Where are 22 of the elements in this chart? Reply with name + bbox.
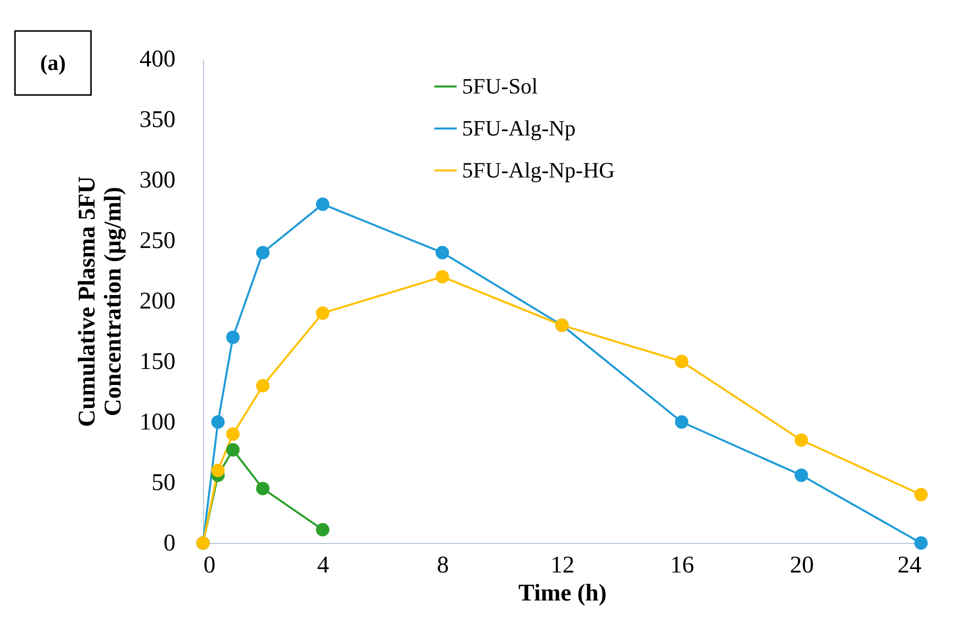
y-tick-label: 300 <box>140 168 176 194</box>
x-tick-label: 12 <box>550 552 574 578</box>
y-tick-label: 150 <box>140 349 176 375</box>
y-tick-label: 50 <box>152 470 176 496</box>
y-tick-label: 350 <box>140 107 176 133</box>
legend-label: 5FU-Alg-Np-HG <box>462 158 615 182</box>
text: (a) <box>40 50 66 75</box>
y-tick-label: 400 <box>140 46 176 72</box>
x-tick-label: 4 <box>317 552 330 578</box>
y-tick-label: 0 <box>164 530 176 556</box>
legend-label: 5FU-Sol <box>462 74 538 98</box>
x-axis-title: Time (h) <box>518 580 607 606</box>
y-axis-title: Cumulative Plasma 5FU Concentration (µg/ml) <box>74 176 126 427</box>
x-tick-label: 24 <box>898 552 922 578</box>
x-tick-label: 20 <box>790 552 814 578</box>
legend-label: 5FU-Alg-Np <box>462 116 576 140</box>
y-tick-label: 250 <box>140 228 176 254</box>
x-tick-label: 16 <box>670 552 694 578</box>
y-tick-label: 200 <box>140 288 176 314</box>
y-tick-label: 100 <box>140 410 176 436</box>
x-tick-label: 8 <box>436 552 449 578</box>
x-tick-label: 0 <box>204 552 216 578</box>
